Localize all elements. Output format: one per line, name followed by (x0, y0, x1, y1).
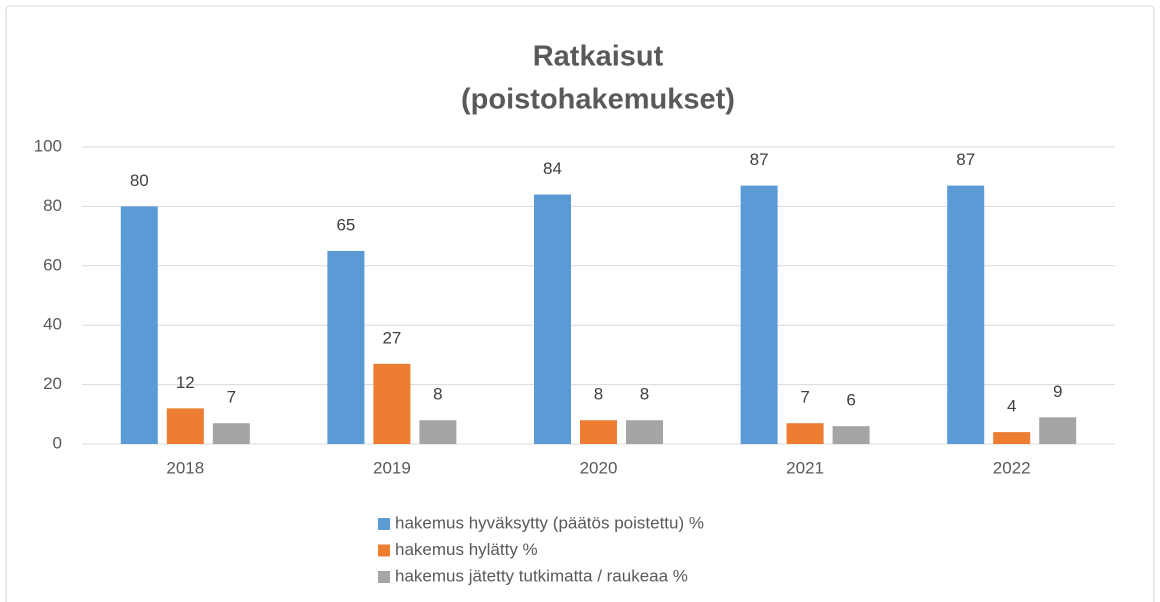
y-tick-label: 80 (43, 196, 62, 215)
chart-frame (5, 5, 1155, 602)
data-label: 27 (382, 328, 401, 347)
y-tick-label: 60 (43, 255, 62, 274)
x-tick-label: 2022 (993, 458, 1031, 477)
data-label: 6 (846, 391, 855, 410)
data-label: 12 (176, 373, 195, 392)
bar (947, 185, 985, 445)
data-label: 9 (1053, 382, 1062, 401)
legend-label: hakemus hylätty % (395, 540, 538, 559)
x-tick-label: 2018 (166, 458, 204, 477)
bar (1039, 417, 1077, 444)
bar (580, 420, 617, 444)
bar (832, 426, 870, 444)
data-label: 65 (336, 215, 355, 234)
data-label: 80 (130, 171, 149, 190)
bar (212, 423, 250, 444)
data-label: 8 (594, 385, 603, 404)
x-tick-label: 2021 (786, 458, 824, 477)
bar (120, 206, 158, 444)
legend-label: hakemus hyväksytty (päätös poistettu) % (395, 513, 704, 532)
y-tick-label: 40 (43, 315, 62, 334)
y-tick-label: 100 (34, 136, 62, 155)
data-label: 87 (750, 150, 769, 169)
data-label: 87 (956, 150, 975, 169)
legend-swatch (378, 518, 390, 530)
legend-label: hakemus jätetty tutkimatta / raukeaa % (395, 566, 688, 585)
bar (993, 432, 1031, 444)
bar (327, 250, 365, 444)
legend-swatch (378, 544, 390, 557)
bar (626, 420, 663, 444)
data-label: 7 (227, 388, 236, 407)
bar (166, 408, 204, 444)
bar (419, 420, 457, 444)
bar (786, 423, 824, 444)
data-label: 84 (543, 159, 562, 178)
bar (373, 363, 411, 444)
data-label: 4 (1007, 397, 1016, 416)
chart-title: (poistohakemukset) (461, 84, 735, 116)
chart-title: Ratkaisut (533, 41, 664, 73)
y-tick-label: 0 (53, 433, 62, 452)
data-label: 7 (800, 388, 809, 407)
bar (740, 185, 778, 445)
bar (534, 194, 571, 444)
x-tick-label: 2019 (373, 458, 411, 477)
legend-swatch (378, 571, 390, 583)
data-label: 8 (433, 385, 442, 404)
y-tick-label: 20 (43, 374, 62, 393)
x-tick-label: 2020 (580, 458, 618, 477)
data-label: 8 (640, 385, 649, 404)
